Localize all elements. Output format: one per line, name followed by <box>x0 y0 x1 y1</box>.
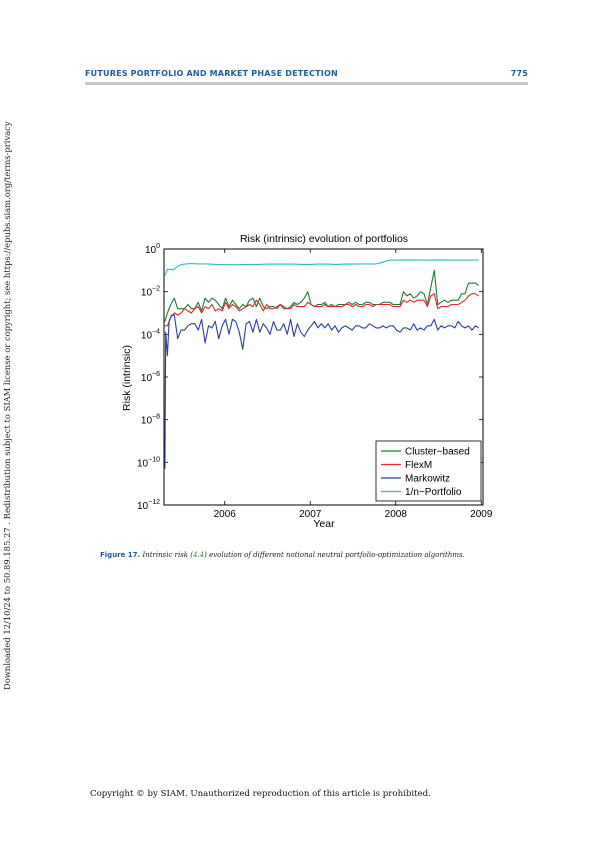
y-axis-label: Risk (intrinsic) <box>121 345 133 411</box>
figure-caption: Figure 17. Intrinsic risk (4.4) evolutio… <box>100 551 530 559</box>
header-rule <box>85 82 528 85</box>
y-tick-label: 10−4 <box>141 328 160 341</box>
y-tick-label: 10−12 <box>137 499 160 512</box>
download-side-note: Downloaded 12/10/24 to 50.89.185.27 . Re… <box>2 121 12 690</box>
running-header-title: FUTURES PORTFOLIO AND MARKET PHASE DETEC… <box>85 69 338 78</box>
caption-label: Figure 17. <box>100 551 141 559</box>
copyright-footer: Copyright © by SIAM. Unauthorized reprod… <box>90 789 431 799</box>
running-header: FUTURES PORTFOLIO AND MARKET PHASE DETEC… <box>85 69 528 81</box>
chart-title: Risk (intrinsic) evolution of portfolios <box>240 233 408 245</box>
plot-area: 100 10−2 10−4 10−6 10−8 10−10 10−12 2006 2007 200… <box>137 243 493 520</box>
series-line-cluster-based <box>164 269 479 322</box>
legend-label-flexm: FlexM <box>405 460 432 471</box>
caption-text-after: ) evolution of different notional neutra… <box>204 551 465 559</box>
y-tick-label: 10−8 <box>141 414 160 427</box>
caption-text-before: Intrinsic risk ( <box>142 551 193 559</box>
x-axis-label: Year <box>313 518 335 530</box>
legend-label-cluster-based: Cluster−based <box>405 447 470 458</box>
series-line-flexm <box>164 293 479 327</box>
page-number: 775 <box>510 69 528 78</box>
legend-label-markowitz: Markowitz <box>405 474 450 485</box>
series-line-markowitz <box>164 314 479 469</box>
y-tick-label: 100 <box>145 243 160 256</box>
x-tick-label: 2006 <box>214 509 237 520</box>
y-tick-label: 10−2 <box>141 286 160 299</box>
y-tick-label: 10−6 <box>141 371 160 384</box>
x-tick-label: 2009 <box>470 509 493 520</box>
y-tick-label: 10−10 <box>137 456 160 469</box>
caption-equation-link[interactable]: 4.4 <box>192 551 205 559</box>
figure-17: Risk (intrinsic) evolution of portfolios… <box>110 225 495 544</box>
legend-label-1-n-portfolio: 1/n−Portfolio <box>405 487 462 498</box>
x-tick-label: 2008 <box>385 509 408 520</box>
series-line-1-n-portfolio <box>164 259 479 276</box>
x-tick-label: 2007 <box>299 509 322 520</box>
risk-chart: Risk (intrinsic) evolution of portfolios… <box>121 233 493 530</box>
